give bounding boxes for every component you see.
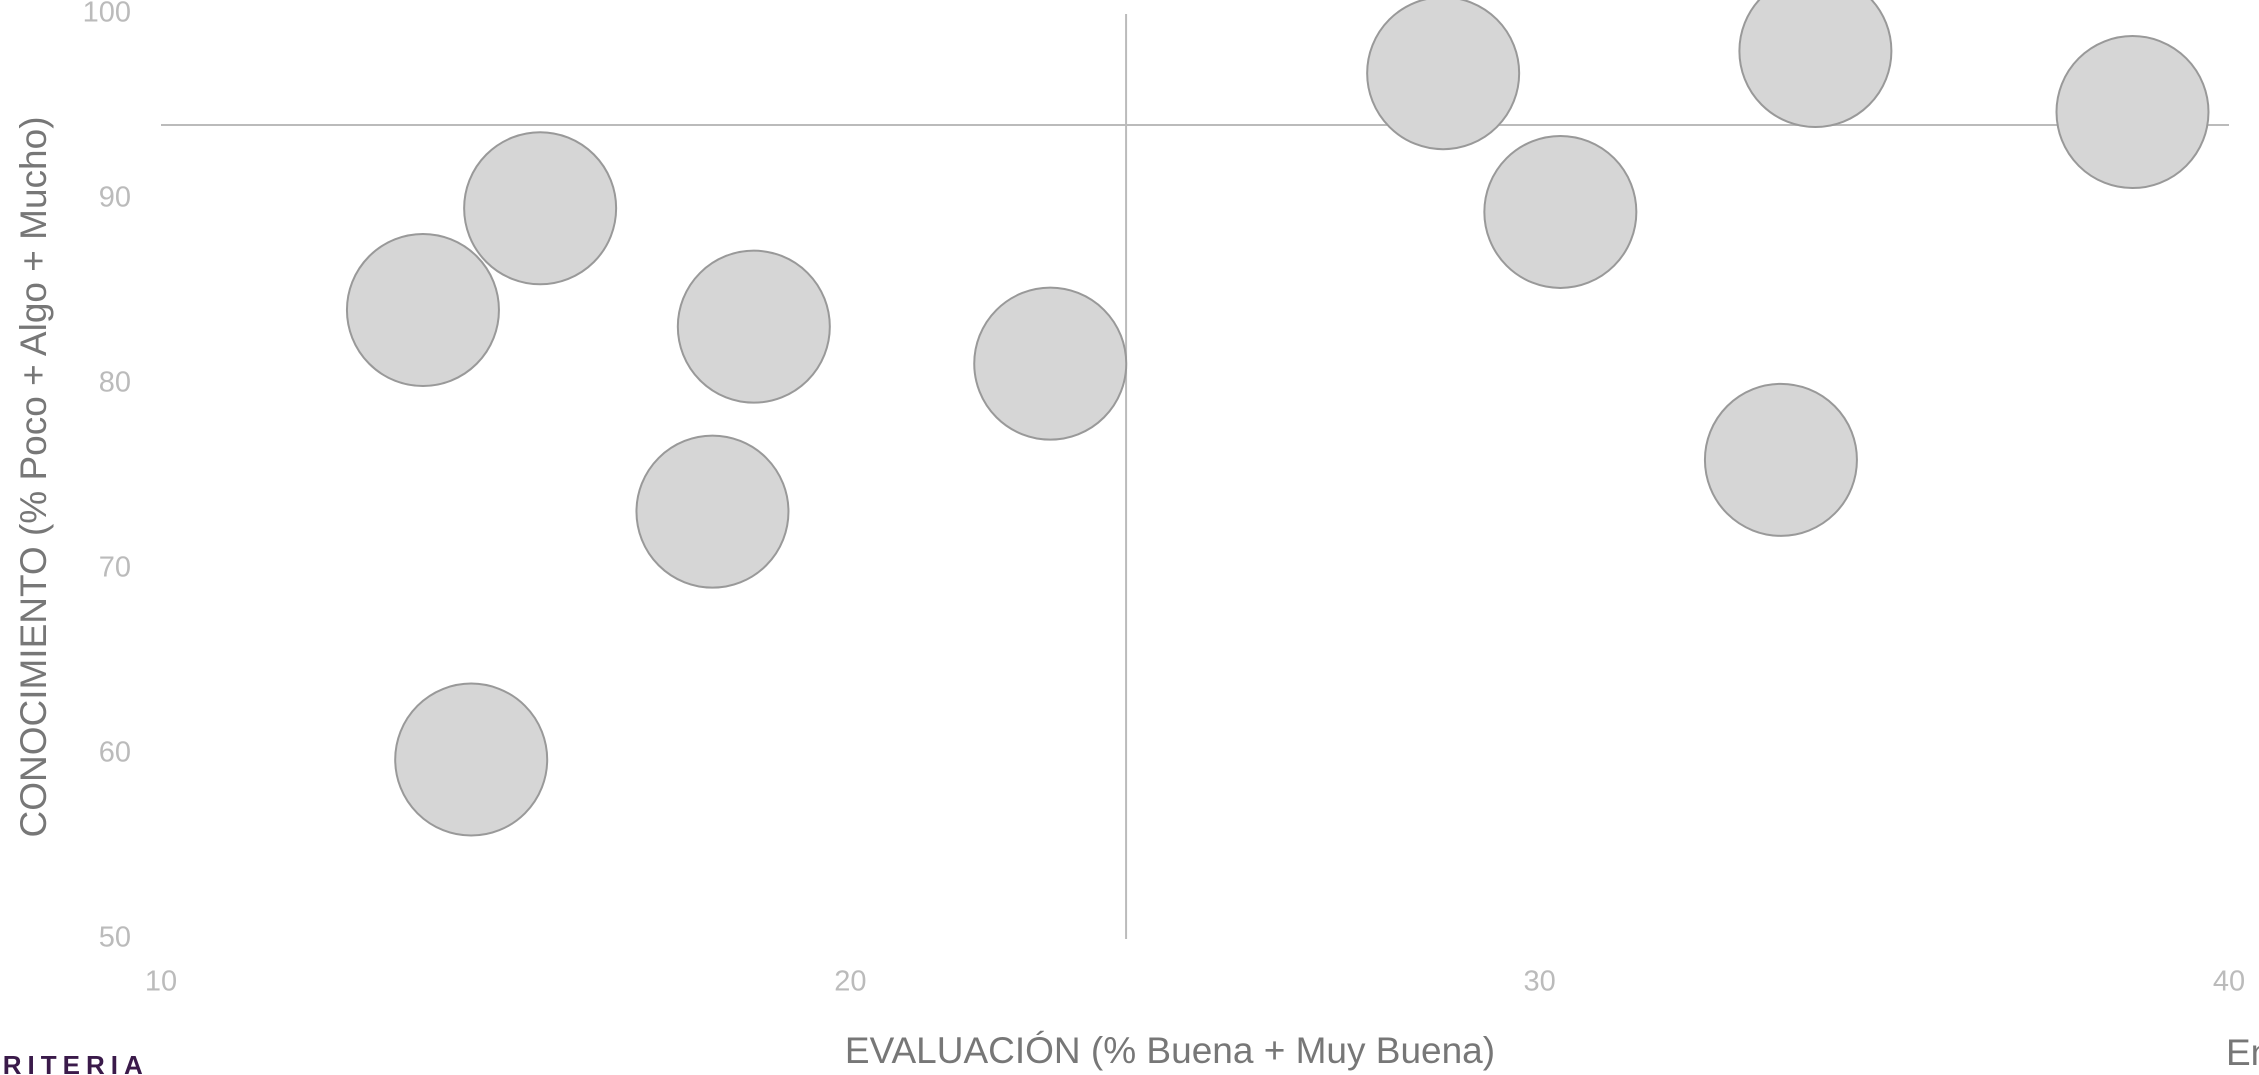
y-tick-label: 60 [99,737,131,769]
y-axis-label: CONOCIMIENTO (% Poco + Algo + Mucho) [13,116,54,837]
point-photo [676,249,831,404]
y-tick-label: 50 [99,922,131,954]
point-photo [1483,134,1638,289]
y-tick-label: 80 [99,367,131,399]
x-tick-label: 40 [2213,966,2245,998]
brand-logo: CRITERIA [0,1050,149,1075]
x-axis-label: EVALUACIÓN (% Buena + Muy Buena) [845,1030,1495,1071]
point-photo [463,131,618,286]
point-photo [345,233,500,387]
point-photo [973,286,1128,441]
point-photo [1366,0,1521,151]
point-photo [1738,0,1893,128]
point-photo [1703,382,1858,537]
point-photo [394,682,549,837]
x-tick-label: 30 [1524,966,1556,998]
y-tick-label: 70 [99,552,131,584]
x-tick-label: 20 [834,966,866,998]
point-photo [2055,35,2210,190]
next-label: En [2226,1032,2259,1073]
y-tick-label: 100 [83,0,131,29]
y-tick-label: 90 [99,182,131,214]
x-tick-label: 10 [145,966,177,998]
point-photo [635,434,790,589]
